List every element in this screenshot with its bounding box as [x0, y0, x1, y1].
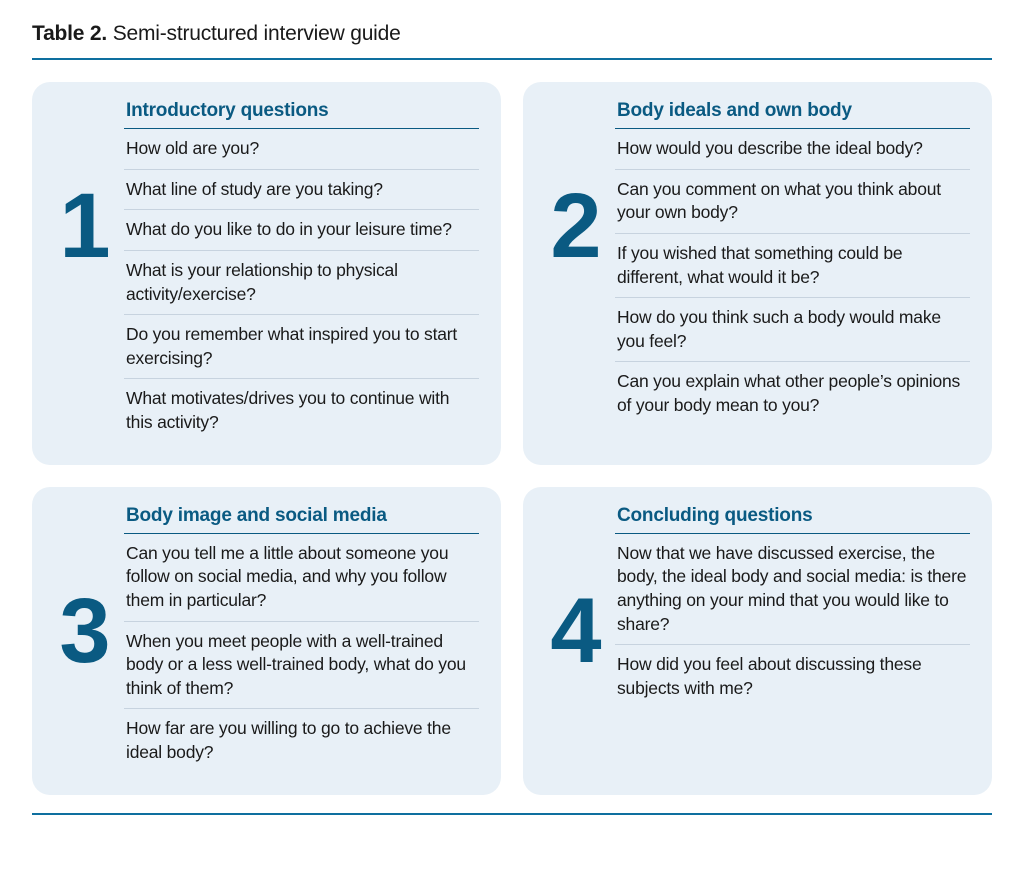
- question: Now that we have discussed exercise, the…: [615, 534, 970, 646]
- question: How do you think such a body would make …: [615, 298, 970, 362]
- card-1: 1 Introductory questions How old are you…: [32, 82, 501, 465]
- card-4: 4 Concluding questions Now that we have …: [523, 487, 992, 795]
- card-body: Introductory questions How old are you? …: [120, 100, 479, 443]
- card-2: 2 Body ideals and own body How would you…: [523, 82, 992, 465]
- question: Do you remember what inspired you to sta…: [124, 315, 479, 379]
- card-number: 3: [46, 505, 120, 677]
- rule-bottom: [32, 813, 992, 815]
- card-heading: Introductory questions: [124, 100, 479, 129]
- card-number: 1: [46, 100, 120, 272]
- table-container: Table 2. Semi-structured interview guide…: [0, 0, 1024, 833]
- table-title-line: Table 2. Semi-structured interview guide: [32, 22, 992, 58]
- card-body: Body image and social media Can you tell…: [120, 505, 479, 773]
- card-heading: Concluding questions: [615, 505, 970, 534]
- question: What line of study are you taking?: [124, 170, 479, 211]
- question: How would you describe the ideal body?: [615, 129, 970, 170]
- question: What motivates/drives you to continue wi…: [124, 379, 479, 442]
- question: How old are you?: [124, 129, 479, 170]
- question: If you wished that something could be di…: [615, 234, 970, 298]
- table-label: Table 2.: [32, 22, 107, 45]
- card-heading: Body ideals and own body: [615, 100, 970, 129]
- cards-grid: 1 Introductory questions How old are you…: [32, 60, 992, 813]
- question: Can you tell me a little about someone y…: [124, 534, 479, 622]
- card-body: Body ideals and own body How would you d…: [611, 100, 970, 426]
- question: When you meet people with a well-trained…: [124, 622, 479, 710]
- question: Can you explain what other people’s opin…: [615, 362, 970, 425]
- card-number: 2: [537, 100, 611, 272]
- question: How far are you willing to go to achieve…: [124, 709, 479, 772]
- card-heading: Body image and social media: [124, 505, 479, 534]
- question: What is your relationship to physical ac…: [124, 251, 479, 315]
- card-body: Concluding questions Now that we have di…: [611, 505, 970, 709]
- card-3: 3 Body image and social media Can you te…: [32, 487, 501, 795]
- question: Can you comment on what you think about …: [615, 170, 970, 234]
- table-title: Semi-structured interview guide: [113, 22, 401, 45]
- card-number: 4: [537, 505, 611, 677]
- question: How did you feel about discussing these …: [615, 645, 970, 708]
- question: What do you like to do in your leisure t…: [124, 210, 479, 251]
